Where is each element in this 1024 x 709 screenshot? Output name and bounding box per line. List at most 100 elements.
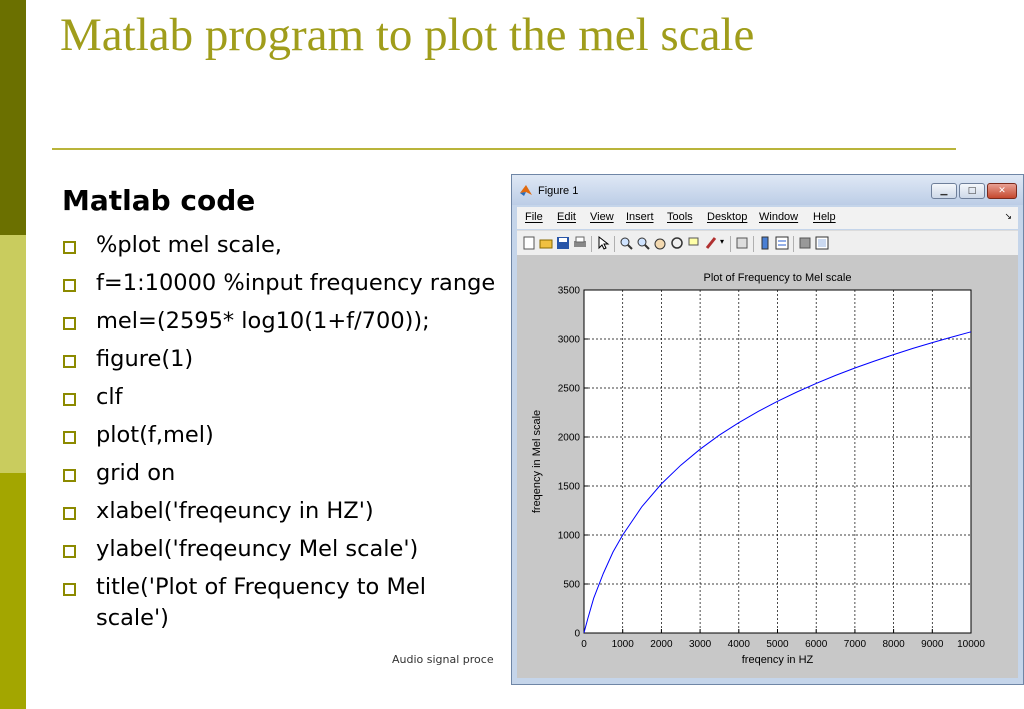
data-cursor-icon[interactable] bbox=[687, 236, 701, 250]
minimize-icon: ▁ bbox=[940, 186, 948, 196]
zoom-out-icon[interactable] bbox=[636, 236, 650, 250]
code-list: %plot mel scale, f=1:10000 %input freque… bbox=[60, 230, 500, 641]
window-title: Figure 1 bbox=[538, 185, 579, 197]
minimize-button[interactable]: ▁ bbox=[931, 183, 957, 199]
list-item: ylabel('freqeuncy Mel scale') bbox=[60, 534, 500, 565]
chevron-down-icon[interactable]: ▾ bbox=[720, 237, 725, 246]
square-bullet-icon bbox=[63, 355, 76, 368]
y-tick-label: 1500 bbox=[558, 482, 581, 493]
pan-icon[interactable] bbox=[653, 236, 667, 250]
x-tick-label: 2000 bbox=[650, 639, 673, 650]
zoom-in-icon[interactable] bbox=[619, 236, 633, 250]
list-item: plot(f,mel) bbox=[60, 420, 500, 451]
new-figure-icon[interactable] bbox=[522, 236, 536, 250]
maximize-button[interactable]: □ bbox=[959, 183, 985, 199]
x-tick-label: 10000 bbox=[957, 639, 985, 650]
arrow-icon[interactable] bbox=[596, 236, 610, 250]
window-titlebar[interactable]: Figure 1 ▁ □ ✕ bbox=[512, 175, 1023, 205]
show-tools-icon[interactable] bbox=[815, 236, 829, 250]
square-bullet-icon bbox=[63, 469, 76, 482]
colorbar-icon[interactable] bbox=[758, 236, 772, 250]
x-tick-label: 0 bbox=[581, 639, 587, 650]
menu-help[interactable]: Help bbox=[813, 211, 836, 223]
menu-view[interactable]: View bbox=[590, 211, 614, 223]
x-tick-label: 7000 bbox=[844, 639, 867, 650]
list-item: %plot mel scale, bbox=[60, 230, 500, 261]
toolbar-separator bbox=[730, 236, 731, 252]
list-item-text: %plot mel scale, bbox=[96, 232, 282, 258]
x-axis-label: freqency in HZ bbox=[742, 654, 814, 666]
list-item-text: figure(1) bbox=[96, 346, 194, 372]
square-bullet-icon bbox=[63, 317, 76, 330]
menu-tools[interactable]: Tools bbox=[667, 211, 693, 223]
save-icon[interactable] bbox=[556, 236, 570, 250]
list-item: mel=(2595* log10(1+f/700)); bbox=[60, 306, 500, 337]
maximize-icon: □ bbox=[967, 186, 977, 196]
toolbar-separator bbox=[591, 236, 592, 252]
close-button[interactable]: ✕ bbox=[987, 183, 1017, 199]
list-item-text: grid on bbox=[96, 460, 176, 486]
x-tick-label: 5000 bbox=[766, 639, 789, 650]
rotate-icon[interactable] bbox=[670, 236, 684, 250]
toolbar-separator bbox=[793, 236, 794, 252]
toolbar-separator bbox=[753, 236, 754, 252]
list-item-text: xlabel('freqeuncy in HZ') bbox=[96, 498, 374, 524]
menu-desktop[interactable]: Desktop bbox=[707, 211, 748, 223]
x-tick-label: 9000 bbox=[921, 639, 944, 650]
y-tick-label: 3500 bbox=[558, 286, 581, 297]
plot-area bbox=[583, 289, 972, 634]
accent-bar-bottom bbox=[0, 473, 26, 709]
brush-icon[interactable] bbox=[704, 236, 718, 250]
list-item: xlabel('freqeuncy in HZ') bbox=[60, 496, 500, 527]
slide-title: Matlab program to plot the mel scale bbox=[60, 9, 755, 61]
list-item-text: title('Plot of Frequency to Mel scale') bbox=[96, 574, 426, 631]
list-item-text: ylabel('freqeuncy Mel scale') bbox=[96, 536, 419, 562]
open-file-icon[interactable] bbox=[539, 236, 553, 250]
list-item-text: mel=(2595* log10(1+f/700)); bbox=[96, 308, 430, 334]
list-item-text: clf bbox=[96, 384, 123, 410]
figure-area: 0 1000 2000 3000 4000 5000 6000 7000 8000 9000 100… bbox=[517, 256, 1018, 678]
y-axis-label: freqency in Mel scale bbox=[531, 410, 543, 513]
square-bullet-icon bbox=[63, 545, 76, 558]
matlab-icon bbox=[520, 185, 532, 196]
print-icon[interactable] bbox=[573, 236, 587, 250]
square-bullet-icon bbox=[63, 279, 76, 292]
x-tick-label: 6000 bbox=[805, 639, 828, 650]
square-bullet-icon bbox=[63, 583, 76, 596]
y-tick-label: 500 bbox=[563, 580, 580, 591]
menu-file[interactable]: File bbox=[525, 211, 543, 223]
chart-title: Plot of Frequency to Mel scale bbox=[704, 272, 852, 284]
list-item: clf bbox=[60, 382, 500, 413]
legend-icon[interactable] bbox=[775, 236, 789, 250]
y-tick-label: 0 bbox=[574, 629, 580, 640]
square-bullet-icon bbox=[63, 431, 76, 444]
list-item-text: f=1:10000 %input frequency range bbox=[96, 270, 496, 296]
menu-bar: File Edit View Insert Tools Desktop Wind… bbox=[517, 207, 1018, 229]
square-bullet-icon bbox=[63, 393, 76, 406]
mel-scale-chart: 0 1000 2000 3000 4000 5000 6000 7000 8000 9000 100… bbox=[531, 272, 985, 666]
square-bullet-icon bbox=[63, 507, 76, 520]
section-heading: Matlab code bbox=[62, 184, 256, 217]
x-tick-label: 8000 bbox=[882, 639, 905, 650]
y-tick-label: 1000 bbox=[558, 531, 581, 542]
menu-edit[interactable]: Edit bbox=[557, 211, 576, 223]
menu-window[interactable]: Window bbox=[759, 211, 799, 223]
accent-bar-middle bbox=[0, 235, 26, 473]
y-tick-label: 2500 bbox=[558, 384, 581, 395]
dock-arrow-icon[interactable]: ↘ bbox=[1004, 211, 1012, 221]
x-tick-label: 1000 bbox=[612, 639, 635, 650]
accent-bar-top bbox=[0, 0, 26, 235]
figure-window: Figure 1 ▁ □ ✕ File Edit View Insert Too… bbox=[511, 174, 1024, 685]
hide-tools-icon[interactable] bbox=[798, 236, 812, 250]
list-item: f=1:10000 %input frequency range bbox=[60, 268, 500, 299]
list-item-text: plot(f,mel) bbox=[96, 422, 214, 448]
y-tick-label: 3000 bbox=[558, 335, 581, 346]
x-tick-label: 4000 bbox=[728, 639, 751, 650]
square-bullet-icon bbox=[63, 241, 76, 254]
link-icon[interactable] bbox=[735, 236, 749, 250]
series-line bbox=[583, 331, 972, 633]
figure-toolbar: ▾ bbox=[517, 230, 1018, 256]
menu-insert[interactable]: Insert bbox=[626, 211, 654, 223]
x-tick-label: 3000 bbox=[689, 639, 712, 650]
close-icon: ✕ bbox=[998, 186, 1006, 196]
